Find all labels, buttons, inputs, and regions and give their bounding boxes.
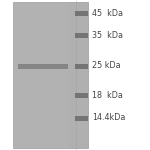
Text: 18  kDa: 18 kDa bbox=[92, 90, 123, 99]
Text: 25 kDa: 25 kDa bbox=[92, 61, 121, 70]
Bar bbox=[75, 11, 88, 15]
Bar bbox=[13, 2, 88, 148]
Text: 35  kDa: 35 kDa bbox=[92, 30, 123, 39]
Bar bbox=[75, 63, 88, 69]
Bar bbox=[75, 93, 88, 98]
Text: 45  kDa: 45 kDa bbox=[92, 9, 123, 18]
Text: 14.4kDa: 14.4kDa bbox=[92, 114, 125, 123]
Bar bbox=[75, 116, 88, 120]
Bar bbox=[75, 33, 88, 38]
Bar bbox=[13, 2, 68, 148]
Bar bbox=[18, 63, 68, 69]
